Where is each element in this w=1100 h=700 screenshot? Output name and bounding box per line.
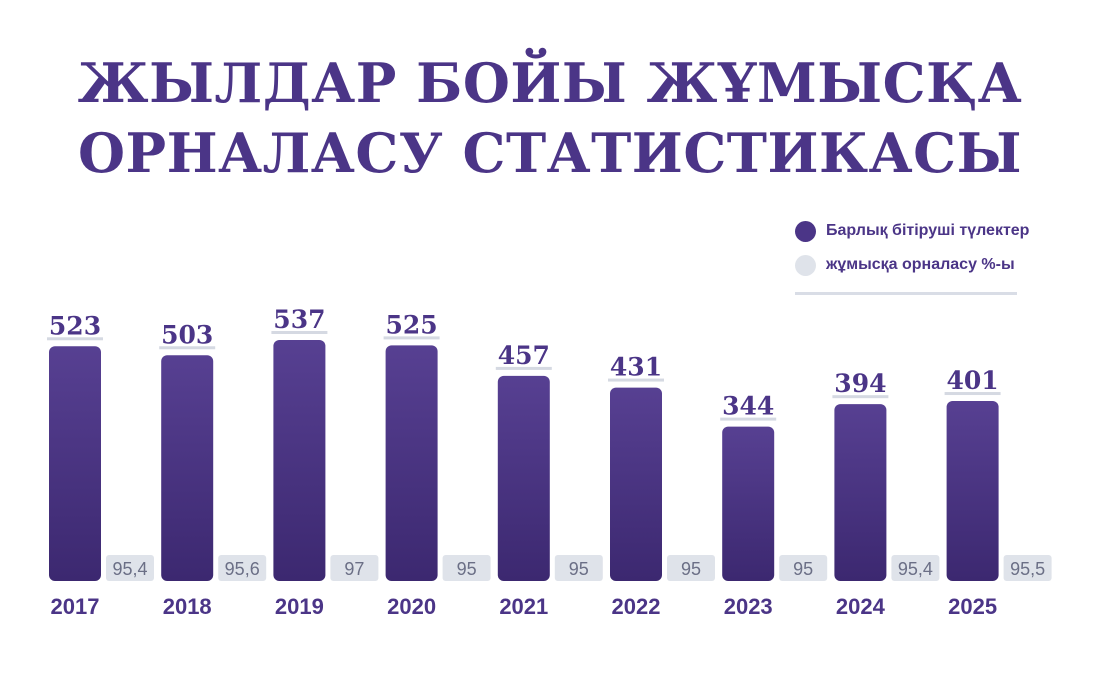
bar-employment-pct-2017	[106, 555, 154, 581]
bar-total-2018	[161, 355, 214, 581]
bar-employment-pct-2018	[218, 555, 267, 581]
x-tick-label-2019: 2019	[275, 594, 324, 619]
bar-employment-pct-2019	[330, 555, 379, 581]
x-tick-label-2025: 2025	[948, 594, 997, 619]
data-label-pct-2020: 95	[457, 559, 477, 579]
bar-total-2022	[610, 387, 662, 581]
data-label-underline-2023	[720, 417, 777, 421]
data-label-total-2018: 503	[161, 320, 213, 349]
data-label-pct-2018: 95,6	[225, 559, 260, 579]
data-label-pct-2025: 95,5	[1010, 559, 1045, 579]
bar-total-2023	[722, 426, 775, 581]
data-label-underline-2021	[495, 366, 552, 370]
data-label-underline-2018	[159, 346, 216, 350]
data-label-pct-2017: 95,4	[112, 559, 147, 579]
bar-total-2021	[497, 375, 550, 581]
bar-employment-pct-2025	[1003, 555, 1052, 581]
x-tick-label-2024: 2024	[836, 594, 886, 619]
data-label-underline-2022	[608, 378, 664, 382]
data-label-pct-2022: 95	[681, 559, 701, 579]
bar-employment-pct-2021	[554, 555, 603, 581]
bar-employment-pct-2023	[779, 555, 828, 581]
bar-employment-pct-2020	[442, 555, 491, 581]
x-tick-label-2023: 2023	[724, 594, 773, 619]
bar-total-2024	[834, 404, 887, 581]
x-tick-label-2018: 2018	[163, 594, 212, 619]
legend-item-graduates: Барлық бітіруші түлектер	[795, 214, 1029, 248]
data-label-total-2019: 537	[273, 305, 325, 334]
data-label-total-2021: 457	[498, 341, 550, 370]
data-label-pct-2021: 95	[569, 559, 589, 579]
bar-employment-pct-2024	[891, 555, 940, 581]
data-label-pct-2019: 97	[344, 559, 364, 579]
bar-total-2020	[385, 345, 438, 581]
data-label-underline-2024	[832, 395, 889, 399]
bar-total-2025	[946, 401, 999, 581]
x-tick-label-2020: 2020	[387, 594, 436, 619]
chart-legend: Барлық бітіруші түлектер жұмысқа орналас…	[795, 214, 1029, 295]
data-label-total-2024: 394	[834, 369, 886, 398]
data-label-underline-2025	[944, 392, 1001, 396]
chart-title: ЖЫЛДАР БОЙЫ ЖҰМЫСҚА ОРНАЛАСУ СТАТИСТИКАС…	[0, 48, 1100, 188]
chart-title-line-1: ЖЫЛДАР БОЙЫ ЖҰМЫСҚА	[77, 51, 1023, 115]
bar-total-2019	[273, 340, 326, 581]
data-label-underline-2019	[271, 331, 328, 334]
legend-label-employment: жұмысқа орналасу %-ы	[826, 256, 1015, 273]
data-label-pct-2023: 95	[793, 559, 813, 579]
legend-label-graduates: Барлық бітіруші түлектер	[826, 222, 1030, 239]
chart-title-line-2: ОРНАЛАСУ СТАТИСТИКАСЫ	[78, 121, 1022, 185]
legend-swatch-employment	[795, 254, 816, 276]
x-tick-label-2022: 2022	[612, 594, 661, 619]
bar-employment-pct-2022	[667, 555, 715, 581]
data-label-total-2025: 401	[947, 366, 999, 395]
data-label-underline-2020	[383, 336, 440, 340]
data-label-total-2023: 344	[722, 392, 774, 421]
x-tick-label-2021: 2021	[499, 594, 548, 619]
data-label-total-2017: 523	[49, 311, 101, 340]
data-label-total-2022: 431	[610, 353, 662, 382]
legend-swatch-graduates	[795, 220, 816, 242]
data-label-total-2020: 525	[386, 310, 438, 339]
data-label-pct-2024: 95,4	[898, 559, 933, 579]
bar-total-2017	[49, 346, 101, 581]
legend-item-employment: жұмысқа орналасу %-ы	[795, 248, 1017, 282]
x-tick-label-2017: 2017	[51, 594, 100, 619]
data-label-underline-2017	[47, 337, 103, 341]
